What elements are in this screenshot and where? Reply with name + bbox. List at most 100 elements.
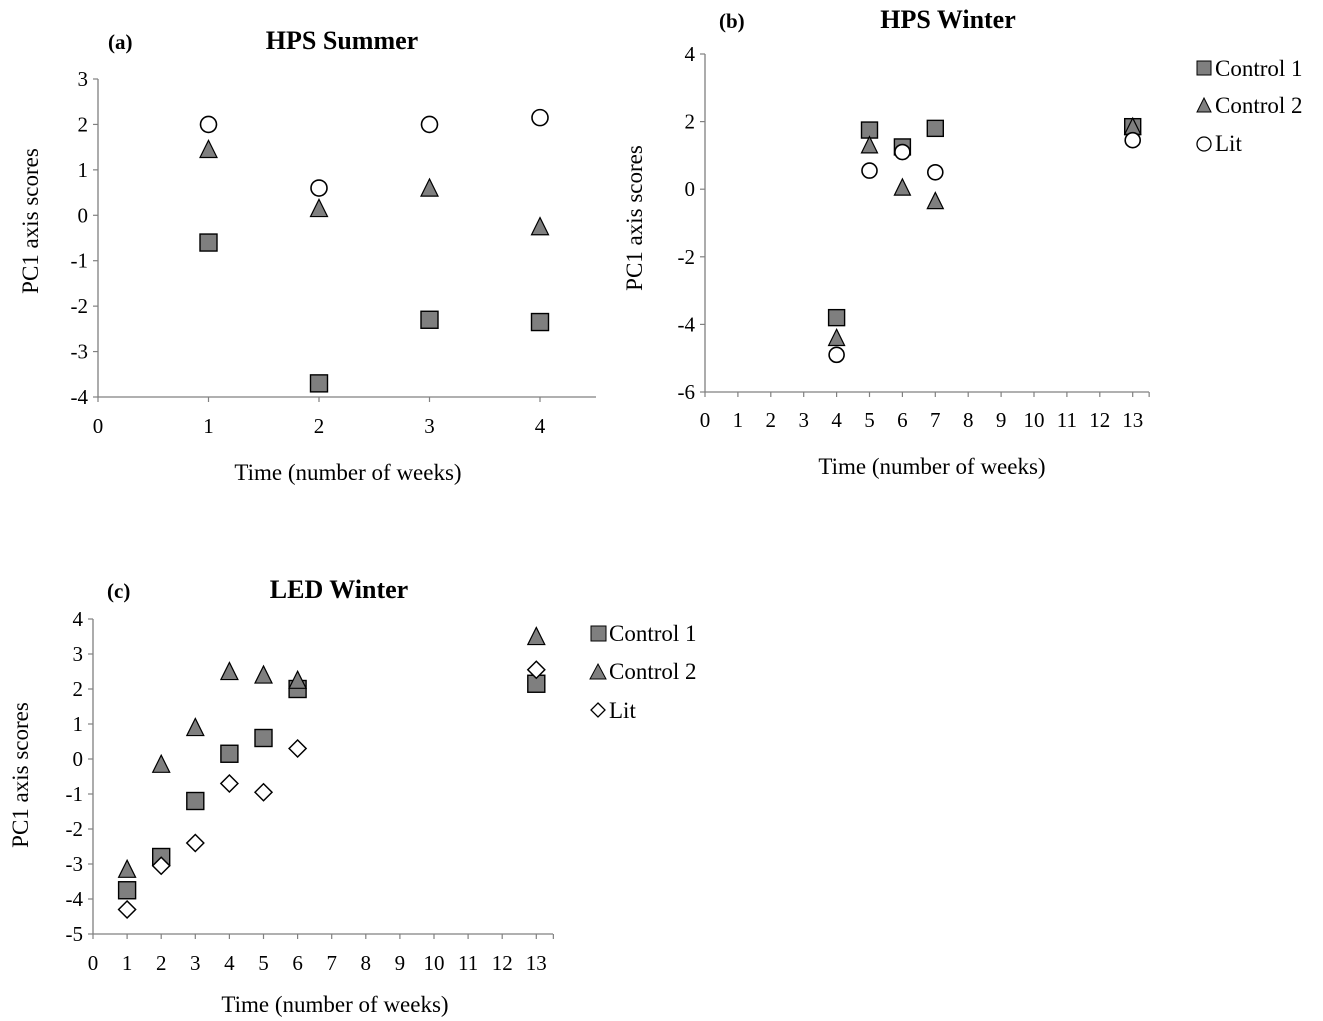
y-tick-label: 3 xyxy=(73,642,84,666)
point-lit-diamond xyxy=(253,782,274,802)
point-control-1-square xyxy=(199,233,218,252)
x-tick-label: 2 xyxy=(156,951,167,975)
point-lit-diamond xyxy=(185,833,205,853)
point-control-2-triangle xyxy=(254,664,273,684)
x-tick-label: 10 xyxy=(424,951,445,975)
x-tick-label: 2 xyxy=(766,408,777,432)
panel-c-title: LED Winter xyxy=(270,575,408,604)
panel-b-label: (b) xyxy=(719,9,745,33)
point-control-1-square xyxy=(254,728,273,748)
panel-a-y-axis-title: PC1 axis scores xyxy=(18,148,43,294)
y-tick-label: -6 xyxy=(678,380,696,404)
panel-a-marks xyxy=(199,108,550,393)
y-tick-label: -3 xyxy=(66,852,84,876)
point-control-2-triangle xyxy=(185,717,205,737)
legend-b-lit-circle-icon xyxy=(1196,136,1212,152)
x-tick-label: 6 xyxy=(292,951,303,975)
point-control-2-triangle xyxy=(420,177,439,197)
point-control-1-square xyxy=(827,308,846,327)
panel-a-hps-summer: (a) HPS Summer PC1 axis scores Time (num… xyxy=(18,26,596,485)
point-control-1-square xyxy=(926,119,944,138)
point-lit-circle xyxy=(894,143,911,161)
point-lit-circle xyxy=(861,162,878,179)
panel-c-x-axis-title: Time (number of weeks) xyxy=(221,992,448,1017)
y-tick-label: -2 xyxy=(66,817,84,841)
panel-b-legend: Control 1 Control 2 Lit xyxy=(1196,56,1303,156)
y-tick-label: 2 xyxy=(685,110,696,134)
x-tick-label: 2 xyxy=(314,414,325,438)
x-tick-label: 4 xyxy=(535,414,546,438)
panel-a-label: (a) xyxy=(108,30,133,54)
y-tick-label: -4 xyxy=(678,312,696,336)
panel-c-led-winter: (c) LED Winter PC1 axis scores Time (num… xyxy=(8,575,697,1017)
x-tick-label: 3 xyxy=(798,408,809,432)
x-tick-label: 13 xyxy=(1122,408,1143,432)
point-control-1-square xyxy=(530,312,550,332)
point-lit-diamond xyxy=(288,738,308,759)
y-tick-label: -4 xyxy=(71,385,89,409)
point-control-2-triangle xyxy=(827,327,846,347)
point-lit-circle xyxy=(199,115,218,134)
legend-b-control2-label: Control 2 xyxy=(1215,93,1303,118)
x-tick-label: 0 xyxy=(88,951,99,975)
y-tick-label: -1 xyxy=(71,249,89,273)
panel-a-x-axis-title: Time (number of weeks) xyxy=(234,460,461,485)
panel-b-ticks: 420-2-4-60 1 2 3 4 5 6 7 8 9 10 11 12 13 xyxy=(678,42,1150,432)
x-tick-label: 8 xyxy=(963,408,974,432)
y-tick-label: -2 xyxy=(71,294,89,318)
x-tick-label: 1 xyxy=(203,414,214,438)
x-tick-label: 0 xyxy=(700,408,711,432)
legend-c-control1-label: Control 1 xyxy=(609,621,697,646)
point-lit-circle xyxy=(420,115,439,134)
y-tick-label: -3 xyxy=(71,340,89,364)
point-control-2-triangle xyxy=(926,191,945,210)
y-tick-label: -1 xyxy=(66,782,84,806)
point-lit-diamond xyxy=(151,856,171,876)
point-lit-circle xyxy=(1124,131,1141,149)
point-control-2-triangle xyxy=(860,135,879,154)
y-tick-label: -4 xyxy=(66,887,84,911)
x-tick-label: 3 xyxy=(190,951,201,975)
panel-c-label: (c) xyxy=(107,579,130,603)
legend-c-control2-label: Control 2 xyxy=(609,659,697,684)
y-tick-label: -5 xyxy=(66,922,84,946)
x-tick-label: 12 xyxy=(1089,408,1110,432)
point-lit-circle xyxy=(531,108,549,127)
y-tick-label: 4 xyxy=(73,607,84,631)
x-tick-label: 12 xyxy=(492,951,513,975)
x-tick-label: 6 xyxy=(897,408,908,432)
point-control-2-triangle xyxy=(893,177,912,196)
point-control-2-triangle xyxy=(530,216,550,236)
x-tick-label: 7 xyxy=(326,951,337,975)
panel-a-title: HPS Summer xyxy=(266,26,418,55)
point-control-1-square xyxy=(186,791,205,811)
legend-c-lit-label: Lit xyxy=(609,698,636,723)
y-tick-label: 3 xyxy=(78,67,89,91)
x-tick-label: 8 xyxy=(361,951,372,975)
legend-c-control1-square-icon xyxy=(590,625,607,642)
panel-c-marks xyxy=(117,626,546,920)
y-tick-label: 2 xyxy=(73,677,84,701)
panel-b-hps-winter: (b) HPS Winter PC1 axis scores Time (num… xyxy=(622,5,1303,479)
x-tick-label: 11 xyxy=(458,951,478,975)
y-tick-label: 0 xyxy=(73,747,84,771)
y-tick-label: 2 xyxy=(78,112,89,136)
point-lit-circle xyxy=(926,164,944,181)
x-tick-label: 5 xyxy=(258,951,269,975)
y-tick-label: 1 xyxy=(73,712,84,736)
point-control-2-triangle xyxy=(309,198,329,218)
x-tick-label: 0 xyxy=(93,414,104,438)
panel-c-legend: Control 1 Control 2 Lit xyxy=(589,621,697,723)
point-lit-circle xyxy=(310,179,328,197)
point-control-1-square xyxy=(309,374,329,393)
point-control-2-triangle xyxy=(219,661,239,681)
legend-b-lit-label: Lit xyxy=(1215,131,1242,156)
point-lit-diamond xyxy=(117,899,137,920)
x-tick-label: 9 xyxy=(996,408,1007,432)
point-control-2-triangle xyxy=(151,753,171,773)
x-tick-label: 13 xyxy=(526,951,547,975)
panel-c-y-axis-title: PC1 axis scores xyxy=(8,702,33,848)
